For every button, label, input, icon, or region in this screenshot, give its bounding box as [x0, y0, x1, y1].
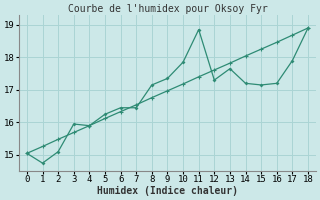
Title: Courbe de l'humidex pour Oksoy Fyr: Courbe de l'humidex pour Oksoy Fyr [68, 4, 267, 14]
X-axis label: Humidex (Indice chaleur): Humidex (Indice chaleur) [97, 186, 238, 196]
